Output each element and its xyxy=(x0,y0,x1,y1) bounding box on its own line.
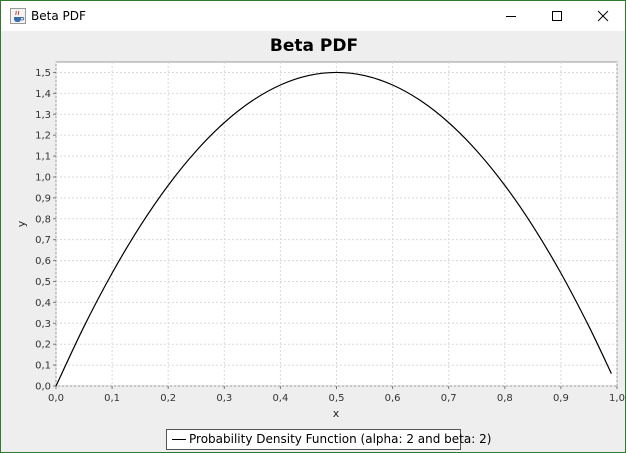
maximize-button[interactable] xyxy=(534,1,580,31)
legend: Probability Density Function (alpha: 2 a… xyxy=(166,429,491,450)
legend-line-swatch xyxy=(172,439,186,440)
maximize-icon xyxy=(552,11,562,21)
beta-pdf-chart: Beta PDF 0,0 0,1 0,2 0,3 0,4 0,5 0,6 0,7 0,8 0,9 1… xyxy=(15,36,625,420)
minimize-icon xyxy=(506,16,516,17)
y-tick-label: 0,7 xyxy=(35,235,51,246)
x-tick-label: 0,6 xyxy=(385,393,401,404)
series-line-0 xyxy=(55,71,612,387)
y-tick-label: 1,1 xyxy=(35,152,51,163)
y-tick-label: 0,2 xyxy=(35,340,51,351)
y-tick-label: 1,3 xyxy=(35,110,51,121)
title-bar[interactable]: Beta PDF xyxy=(1,1,625,31)
y-tick-label: 0,5 xyxy=(35,277,51,288)
x-tick-label: 0,8 xyxy=(497,393,513,404)
y-tick-label: 1,0 xyxy=(35,172,51,183)
x-tick-label: 0,9 xyxy=(553,393,569,404)
close-button[interactable] xyxy=(580,1,626,31)
y-tick-label: 0,4 xyxy=(35,298,51,309)
grid xyxy=(55,62,618,387)
legend-label: Probability Density Function (alpha: 2 a… xyxy=(189,432,492,446)
x-axis-label: x xyxy=(333,407,340,420)
window-title: Beta PDF xyxy=(31,9,86,23)
y-tick-label: 0,8 xyxy=(35,214,51,225)
y-tick-label: 0,9 xyxy=(35,193,51,204)
minimize-button[interactable] xyxy=(488,1,534,31)
x-tick-label: 1,0 xyxy=(609,393,625,404)
x-axis: 0,0 0,1 0,2 0,3 0,4 0,5 0,6 0,7 0,8 0,9 1,0 xyxy=(48,386,625,404)
x-tick-label: 0,5 xyxy=(329,393,345,404)
y-tick-label: 0,1 xyxy=(35,361,51,372)
series-layer xyxy=(55,71,612,387)
chart-title: Beta PDF xyxy=(270,36,358,56)
x-tick-label: 0,7 xyxy=(441,393,457,404)
y-tick-label: 0,0 xyxy=(35,382,51,393)
x-tick-label: 0,0 xyxy=(48,393,64,404)
y-tick-label: 0,6 xyxy=(35,256,51,267)
close-icon xyxy=(597,10,609,22)
x-tick-label: 0,1 xyxy=(104,393,120,404)
x-tick-label: 0,3 xyxy=(216,393,232,404)
y-tick-label: 1,4 xyxy=(35,89,51,100)
x-tick-label: 0,2 xyxy=(160,393,176,404)
y-axis: 0,0 0,1 0,2 0,3 0,4 0,5 0,6 0,7 0,8 0,9 1,0 1,1 1,2 1… xyxy=(35,68,56,393)
x-tick-label: 0,4 xyxy=(272,393,288,404)
y-tick-label: 1,5 xyxy=(35,68,51,79)
y-axis-label: y xyxy=(15,220,28,227)
y-tick-label: 1,2 xyxy=(35,131,51,142)
y-tick-label: 0,3 xyxy=(35,319,51,330)
java-cup-icon xyxy=(10,8,26,24)
